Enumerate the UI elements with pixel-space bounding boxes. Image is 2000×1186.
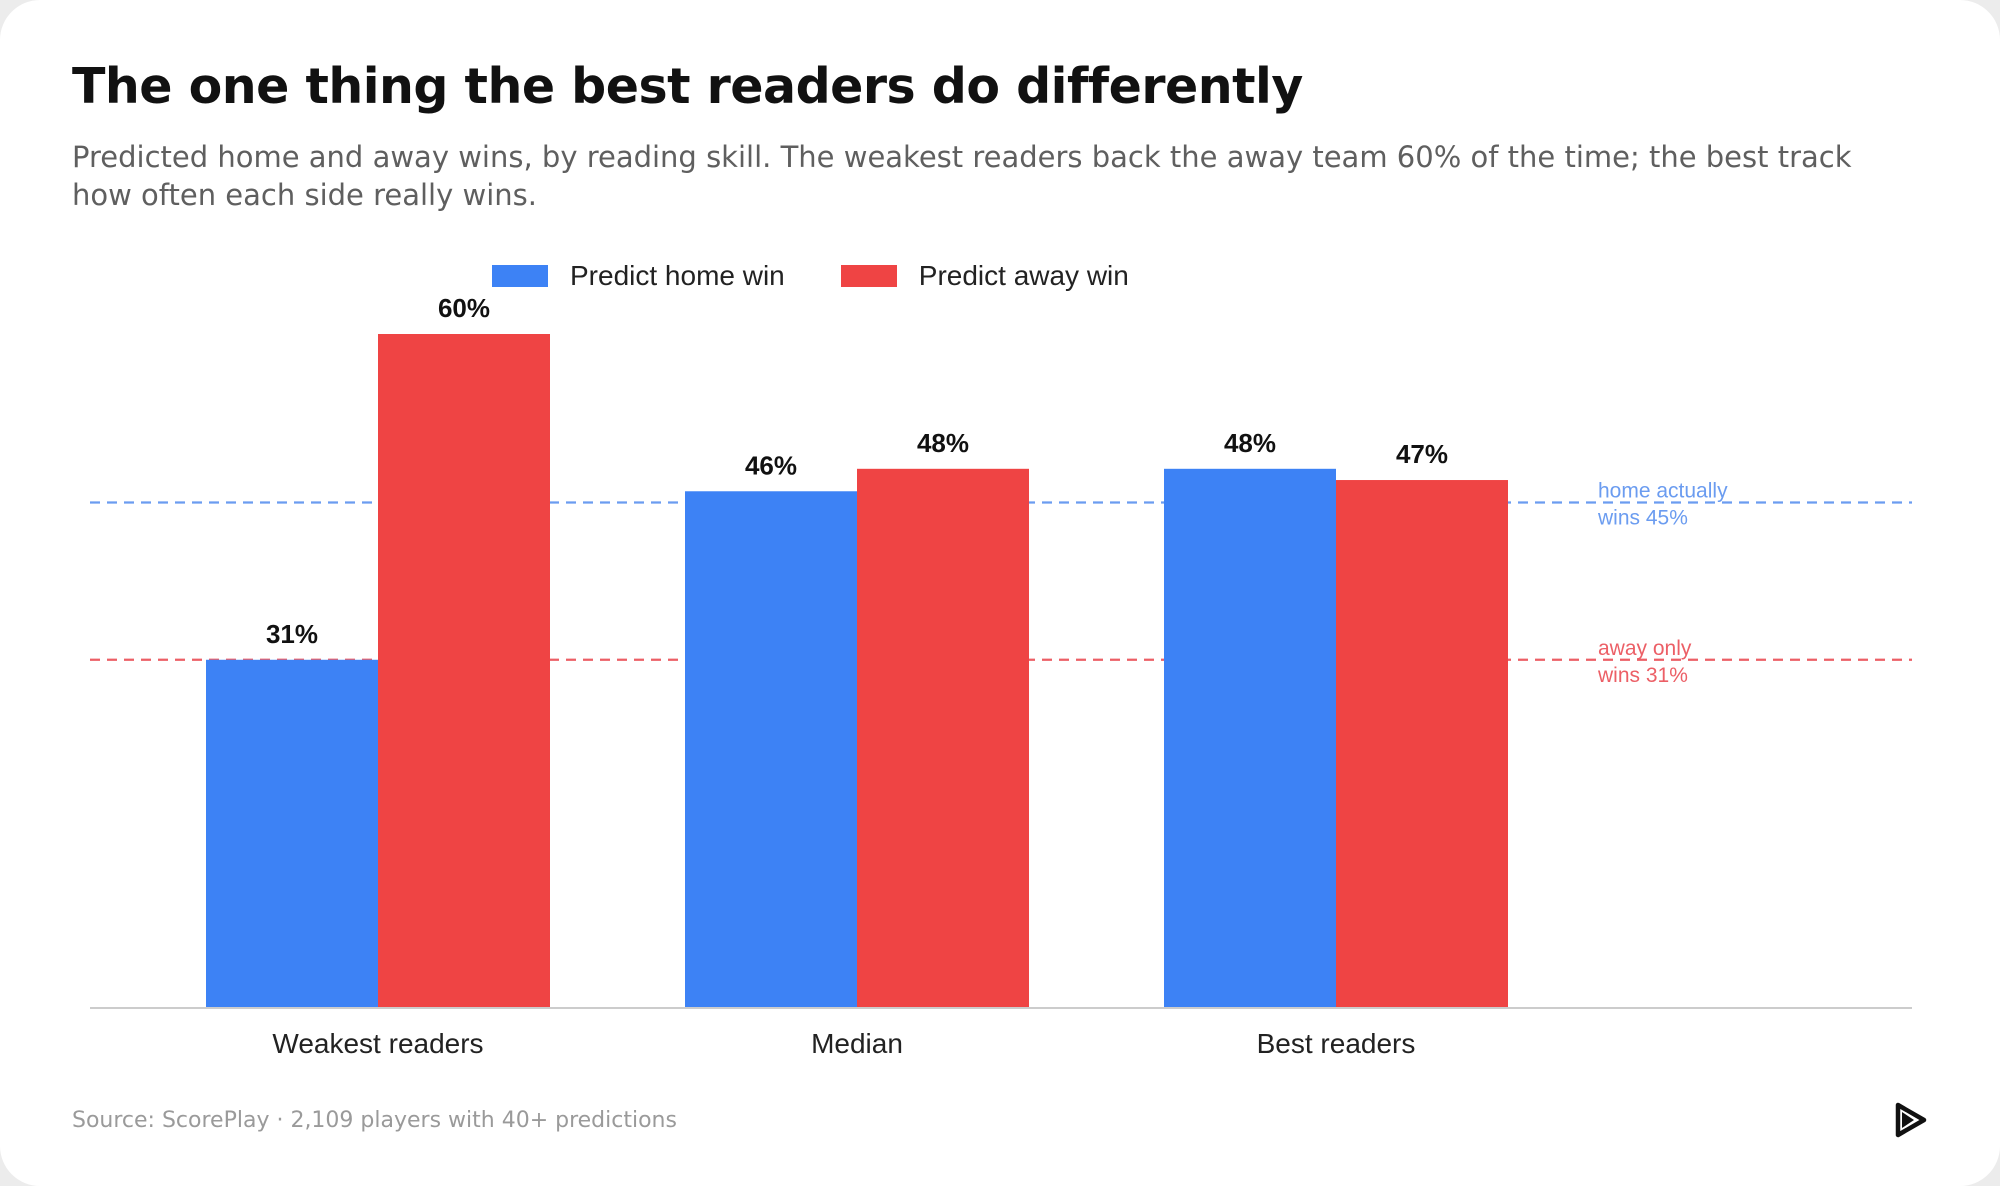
data-label-home-3: 48% (1224, 428, 1276, 458)
bar-away-2 (857, 468, 1029, 1008)
data-label-home-1: 31% (266, 619, 318, 649)
reference-label-home-1: home actually (1598, 480, 1728, 503)
bar-home-1 (206, 659, 378, 1008)
legend-swatch-home (492, 265, 548, 287)
data-label-away-3: 47% (1396, 439, 1448, 469)
reference-label-away-1: away only (1598, 637, 1692, 660)
legend-label-home: Predict home win (570, 260, 785, 291)
data-label-away-2: 48% (917, 428, 969, 458)
bar-away-3 (1336, 480, 1508, 1008)
source-note: Source: ScorePlay · 2,109 players with 4… (72, 1108, 677, 1133)
bar-home-2 (685, 491, 857, 1008)
reference-label-home-2: wins 45% (1597, 507, 1688, 530)
chart-subtitle: Predicted home and away wins, by reading… (72, 140, 1852, 212)
data-label-home-2: 46% (745, 450, 797, 480)
chart-legend: Predict home win Predict away win (492, 256, 1185, 296)
reference-label-away-2: wins 31% (1597, 664, 1688, 687)
legend-swatch-away (840, 265, 897, 287)
legend-label-away: Predict away win (918, 260, 1129, 291)
bar-away-1 (378, 334, 550, 1008)
play-logo-icon (1890, 1100, 1930, 1140)
legend-item-home: Predict home win (492, 260, 785, 292)
category-label-3: Best readers (1257, 1028, 1416, 1059)
category-label-1: Weakest readers (272, 1028, 483, 1059)
chart-title: The one thing the best readers do differ… (72, 58, 1303, 115)
category-label-2: Median (811, 1028, 903, 1059)
data-label-away-1: 60% (438, 293, 490, 323)
legend-item-away: Predict away win (840, 260, 1129, 292)
bar-home-3 (1164, 468, 1336, 1008)
